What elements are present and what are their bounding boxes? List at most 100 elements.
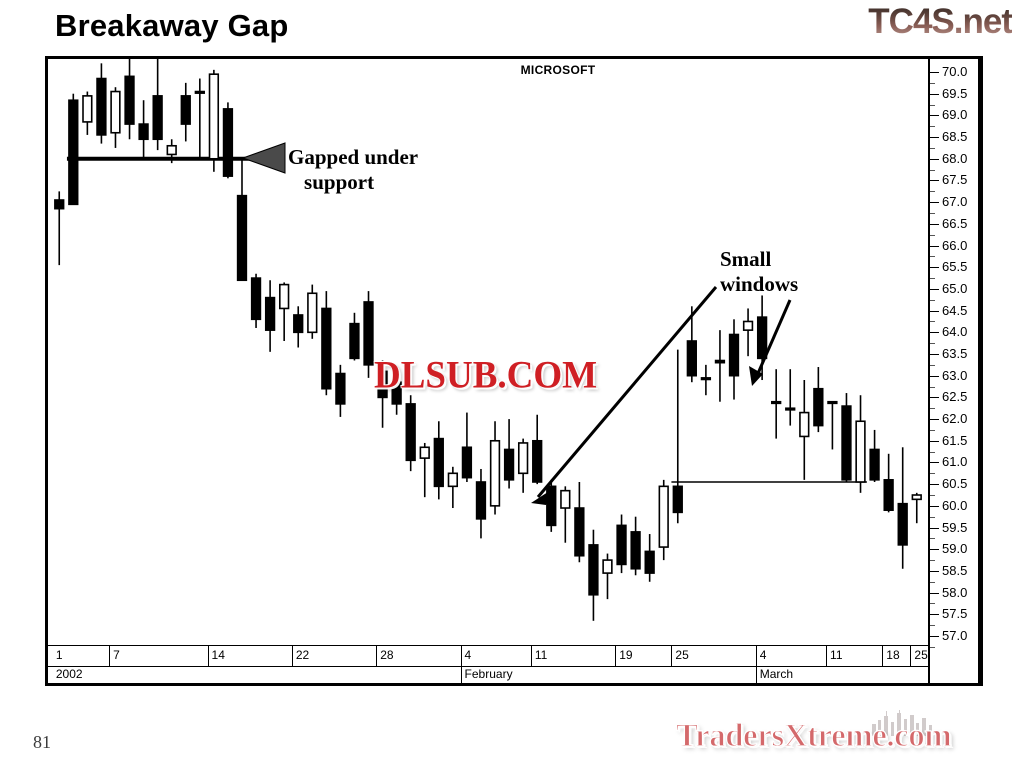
y-tick-mark [930, 505, 939, 507]
candle [166, 139, 177, 164]
y-tick-mark-minor [930, 343, 935, 345]
y-tick-label: 68.0 [942, 150, 968, 166]
y-tick-label: 61.0 [942, 454, 968, 470]
annotation-small-line1: Small [720, 247, 772, 271]
page-title: Breakaway Gap [55, 8, 289, 43]
candle-body-down [841, 405, 852, 481]
candle [869, 429, 880, 482]
y-tick-label: 60.5 [942, 476, 968, 492]
x-axis-day-label: 7 [109, 646, 207, 666]
candle-body-down [630, 531, 641, 570]
candle [321, 291, 332, 396]
y-tick-mark-minor [930, 278, 935, 280]
candle [672, 349, 683, 524]
candle-body-up [208, 73, 220, 160]
y-tick-mark [930, 115, 939, 117]
y-tick-mark-minor [930, 386, 935, 388]
candle-body-down [728, 333, 740, 377]
candle-body-down [644, 550, 655, 574]
y-tick-mark [930, 462, 939, 464]
x-axis-day-label: 11 [530, 646, 615, 666]
candle-body-up [279, 283, 290, 310]
x-axis-day-label: 25 [910, 646, 928, 666]
candle [96, 63, 107, 144]
candle [686, 306, 697, 383]
candle [82, 91, 93, 135]
candle [574, 481, 585, 563]
candle-body-down [756, 316, 768, 360]
y-tick-mark-minor [930, 560, 935, 562]
y-tick-mark-minor [930, 147, 935, 149]
candle [644, 534, 655, 582]
candle [447, 466, 459, 509]
candle [307, 284, 318, 339]
candle-body-down [349, 322, 360, 360]
annotation-gapped-line2: support [304, 170, 375, 194]
annotation-gapped-under-support: Gapped under support [288, 145, 418, 195]
x-axis-month-label: February [460, 665, 756, 685]
y-tick-mark-minor [930, 516, 935, 518]
candle-body-down [124, 75, 135, 125]
candle-body-down [813, 387, 824, 427]
candle-body-down [138, 123, 149, 141]
candle [293, 306, 304, 348]
candle [475, 468, 487, 539]
y-tick-label: 57.5 [942, 606, 968, 622]
candle-body-down [869, 448, 880, 481]
y-tick-mark [930, 636, 939, 637]
y-tick-label: 64.0 [942, 324, 968, 340]
y-tick-mark-minor [930, 538, 935, 540]
candle-body-down [616, 524, 627, 566]
candle-body-down [897, 502, 908, 546]
candle-body-down [377, 370, 388, 399]
candle [546, 479, 557, 532]
y-tick-label: 67.5 [942, 172, 968, 188]
tc4s-brand-logo: TC4S.net [868, 2, 1013, 41]
y-tick-mark-minor [930, 473, 935, 475]
x-axis-day-label: 4 [755, 646, 826, 666]
annotation-gapped-line1: Gapped under [288, 145, 419, 169]
y-tick-mark [930, 614, 939, 616]
candle [110, 87, 121, 148]
candle [503, 419, 515, 489]
y-tick-mark [930, 484, 939, 486]
candle-body-up [911, 494, 922, 501]
y-tick-mark [930, 288, 939, 290]
candle-body-up [602, 559, 613, 574]
candle [756, 295, 768, 381]
y-tick-mark-minor [930, 364, 935, 366]
candle [194, 78, 205, 159]
candle-body-down [588, 544, 599, 596]
candle [897, 447, 908, 569]
candle-body-up [771, 400, 782, 405]
y-tick-mark-minor [930, 213, 935, 214]
y-tick-mark [930, 549, 939, 551]
candle [911, 492, 922, 524]
y-tick-label: 68.5 [942, 129, 968, 145]
candle-body-down [54, 199, 65, 210]
candle-body-up [419, 446, 430, 459]
candle-body-down [96, 77, 107, 136]
y-tick-mark-minor [930, 126, 935, 128]
y-tick-mark [930, 354, 939, 355]
y-tick-mark [930, 137, 939, 139]
candle-body-up [307, 292, 318, 334]
y-tick-label: 67.0 [942, 194, 968, 210]
candle [742, 308, 754, 357]
y-tick-label: 59.5 [942, 519, 968, 535]
y-tick-mark-minor [930, 603, 935, 605]
candle-body-down [433, 437, 444, 488]
y-tick-mark [930, 375, 939, 377]
candle [349, 312, 360, 361]
y-tick-mark [930, 202, 939, 204]
tradersxtreme-watermark: TradersXtreme.com [675, 717, 952, 754]
y-tick-label: 63.0 [942, 367, 968, 383]
candle [700, 364, 712, 396]
x-axis-day-label: 1 [55, 648, 63, 662]
y-tick-label: 58.0 [942, 584, 968, 600]
y-tick-mark [930, 570, 939, 572]
y-tick-mark-minor [930, 581, 935, 583]
y-tick-mark [930, 180, 939, 182]
candle-body-up [489, 439, 501, 507]
candle [377, 360, 388, 428]
